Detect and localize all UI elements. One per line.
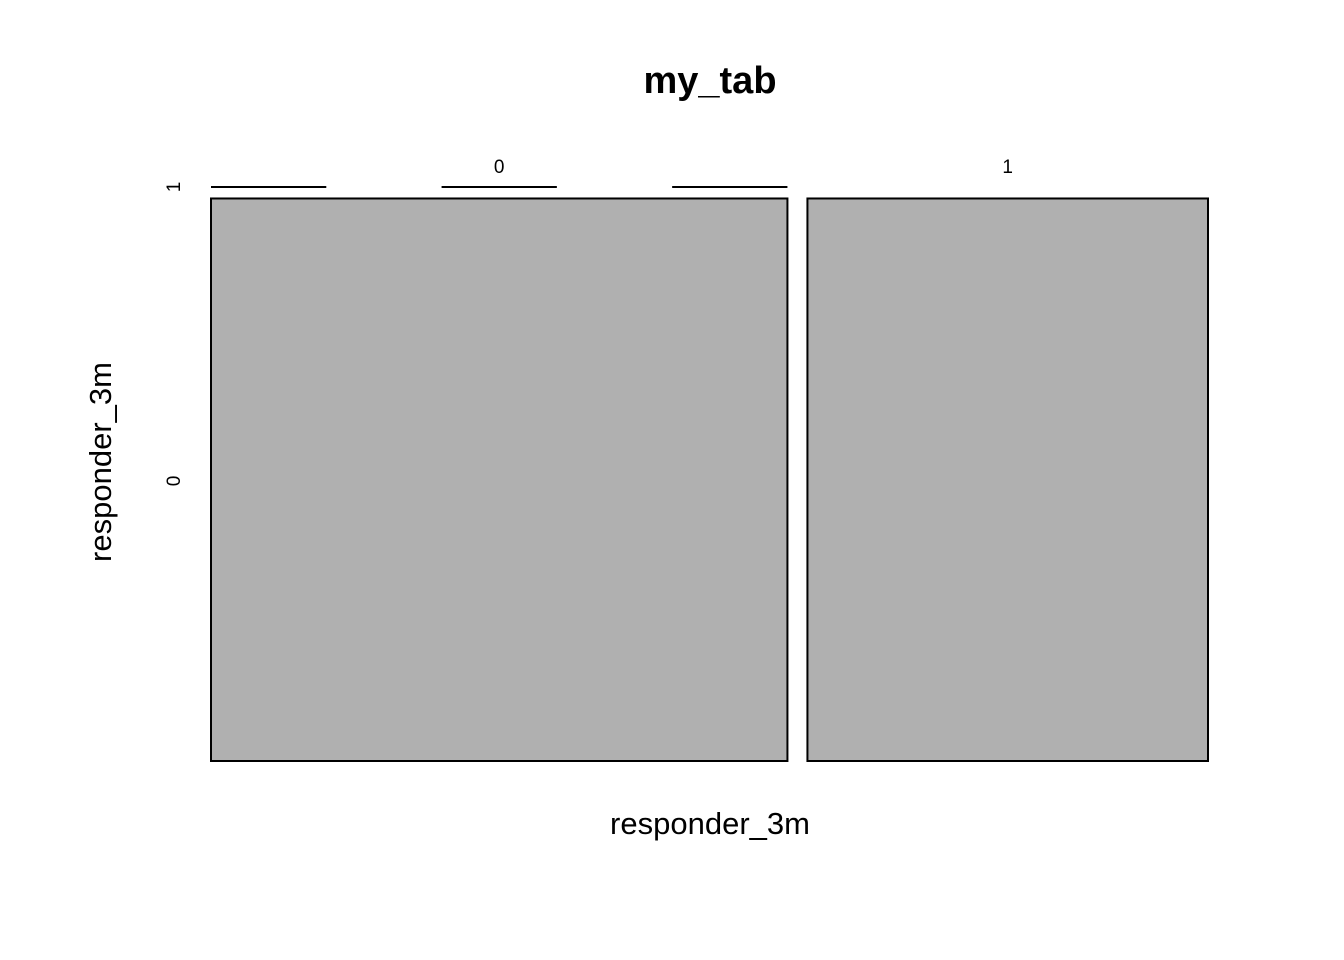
mosaic-tile-x0-y0 (211, 198, 787, 761)
x-category-label: 0 (494, 157, 505, 178)
y-axis-label: responder_3m (83, 362, 118, 562)
y-category-label: 0 (164, 476, 185, 487)
mosaic-tiles (211, 187, 1208, 761)
x-category-label: 1 (1002, 157, 1013, 178)
x-axis-label: responder_3m (610, 806, 810, 841)
chart-title: my_tab (643, 60, 776, 102)
y-category-label: 1 (164, 182, 185, 193)
mosaic-tile-x1-y1 (807, 198, 1208, 761)
